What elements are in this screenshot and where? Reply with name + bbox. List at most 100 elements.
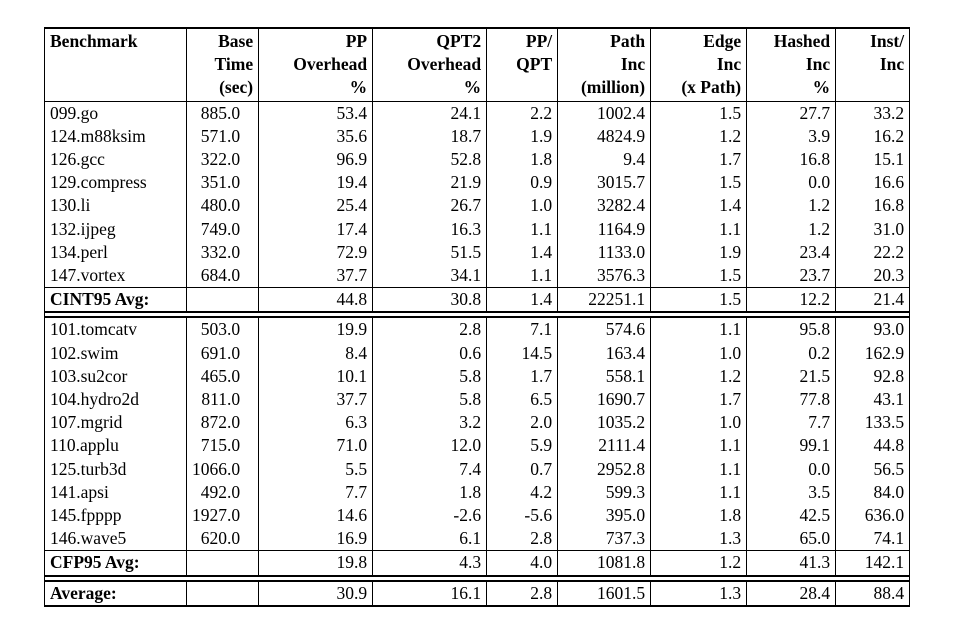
cell-hashed-inc: 12.2 [746, 287, 837, 314]
cell-base-time: 571.0 [185, 124, 260, 149]
header-line: (sec) [219, 77, 254, 98]
header-line: Inst/ [870, 31, 905, 51]
cell-pp-qpt-ratio: 1.8 [486, 148, 559, 172]
header-line: PP/ [525, 31, 553, 51]
cell-pp-qpt-ratio: 0.9 [486, 171, 559, 195]
cell-qpt2-overhead: 24.1 [372, 101, 488, 125]
section-gap [43, 312, 911, 318]
header-line [50, 53, 181, 76]
cell-pp-qpt-ratio: 1.1 [486, 264, 559, 288]
column-header-benchmark: Benchmark [44, 26, 187, 102]
cell-hashed-inc: 0.2 [746, 341, 837, 365]
table-row: 125.turb3d 1066.0 5.5 7.4 0.7 2952.8 1.1 0.0 56.… [44, 457, 911, 481]
cell-edge-inc: 1.3 [650, 527, 748, 551]
cell-pp-qpt-ratio: 6.5 [486, 388, 559, 412]
cell-inst-inc: 44.8 [835, 434, 911, 458]
cell-benchmark: 103.su2cor [44, 364, 187, 389]
header-line: (x Path) [681, 77, 742, 98]
cell-path-inc: 558.1 [557, 364, 652, 389]
cell-hashed-inc: 95.8 [746, 316, 837, 342]
cell-qpt2-overhead: 5.8 [372, 364, 488, 389]
cell-hashed-inc: 0.0 [746, 171, 837, 195]
cell-base-time: 480.0 [185, 194, 260, 218]
benchmark-results-table: Benchmark Base Time (sec) PP Overhead% QPT2 Ov… [43, 26, 911, 607]
cell-pp-overhead: 19.4 [258, 171, 374, 195]
cell-edge-inc: 1.3 [650, 579, 748, 607]
header-line: PP [345, 31, 368, 51]
cell-path-inc: 3576.3 [557, 264, 652, 288]
cell-qpt2-overhead: 52.8 [372, 148, 488, 172]
cell-pp-qpt-ratio: 14.5 [486, 341, 559, 365]
cell-pp-overhead: 14.6 [258, 504, 374, 528]
cell-edge-inc: 1.2 [650, 550, 748, 577]
cfp95-average-row: CFP95 Avg: 19.8 4.3 4.0 1081.8 1.2 41.3 142.1 [44, 550, 911, 577]
cell-benchmark: 099.go [44, 101, 187, 125]
cell-pp-qpt-ratio: 4.2 [486, 480, 559, 505]
table-row: 124.m88ksim 571.0 35.6 18.7 1.9 4824.9 1.2 3.9 1… [44, 124, 911, 149]
cell-inst-inc: 93.0 [835, 316, 911, 342]
cell-hashed-inc: 65.0 [746, 527, 837, 551]
header-line: % [463, 77, 482, 98]
cell-qpt2-overhead: 0.6 [372, 341, 488, 365]
cell-inst-inc: 636.0 [835, 504, 911, 528]
cell-inst-inc: 56.5 [835, 457, 911, 481]
cell-benchmark: 134.perl [44, 240, 187, 265]
cell-pp-qpt-ratio: 1.4 [486, 240, 559, 265]
cell-pp-overhead: 30.9 [258, 579, 374, 607]
header-line: Benchmark [50, 31, 138, 51]
header-line [841, 76, 904, 99]
cell-pp-overhead: 53.4 [258, 101, 374, 125]
cell-inst-inc: 88.4 [835, 579, 911, 607]
cell-benchmark: 129.compress [44, 171, 187, 195]
cell-path-inc: 3282.4 [557, 194, 652, 218]
header-line: Inc [716, 54, 742, 75]
cell-qpt2-overhead: 1.8 [372, 480, 488, 505]
header-line: Overhead [407, 54, 482, 75]
cell-path-inc: 1690.7 [557, 388, 652, 412]
column-header-pp-qpt-ratio: PP/QPT [486, 26, 559, 102]
cell-pp-overhead: 5.5 [258, 457, 374, 481]
cell-qpt2-overhead: 18.7 [372, 124, 488, 149]
cell-inst-inc: 31.0 [835, 217, 911, 241]
cell-benchmark: 132.ijpeg [44, 217, 187, 241]
cell-edge-inc: 1.9 [650, 240, 748, 265]
cell-edge-inc: 1.2 [650, 124, 748, 149]
cell-edge-inc: 1.1 [650, 480, 748, 505]
table-row: 141.apsi 492.0 7.7 1.8 4.2 599.3 1.1 3.5 84.0 [44, 480, 911, 505]
table-row: 107.mgrid 872.0 6.3 3.2 2.0 1035.2 1.0 7.7 133.5 [44, 411, 911, 435]
cell-pp-overhead: 71.0 [258, 434, 374, 458]
cell-benchmark: 130.li [44, 194, 187, 218]
cell-hashed-inc: 28.4 [746, 579, 837, 607]
section-gap [43, 575, 911, 581]
header-line: Time [214, 54, 254, 75]
cell-qpt2-overhead: 21.9 [372, 171, 488, 195]
header-line [50, 76, 181, 99]
cell-inst-inc: 92.8 [835, 364, 911, 389]
header-row: Benchmark Base Time (sec) PP Overhead% QPT2 Ov… [44, 26, 911, 102]
cell-pp-qpt-ratio: 2.8 [486, 579, 559, 607]
cell-pp-qpt-ratio: 5.9 [486, 434, 559, 458]
cell-pp-overhead: 19.8 [258, 550, 374, 577]
cell-inst-inc: 15.1 [835, 148, 911, 172]
cell-hashed-inc: 41.3 [746, 550, 837, 577]
table-row: 104.hydro2d 811.0 37.7 5.8 6.5 1690.7 1.7 77.8 4… [44, 388, 911, 412]
cell-pp-qpt-ratio: 1.4 [486, 287, 559, 314]
cell-qpt2-overhead: 2.8 [372, 316, 488, 342]
cell-hashed-inc: 21.5 [746, 364, 837, 389]
cell-base-time [185, 579, 260, 607]
cell-base-time: 684.0 [185, 264, 260, 288]
table-row: 132.ijpeg 749.0 17.4 16.3 1.1 1164.9 1.1 1.2 31.… [44, 217, 911, 241]
cell-hashed-inc: 42.5 [746, 504, 837, 528]
cell-pp-overhead: 96.9 [258, 148, 374, 172]
cell-qpt2-overhead: 16.3 [372, 217, 488, 241]
cell-path-inc: 395.0 [557, 504, 652, 528]
cell-pp-qpt-ratio: 2.8 [486, 527, 559, 551]
cell-hashed-inc: 16.8 [746, 148, 837, 172]
cell-hashed-inc: 0.0 [746, 457, 837, 481]
table-row: 134.perl 332.0 72.9 51.5 1.4 1133.0 1.9 23.4 22.… [44, 240, 911, 265]
table-row: 146.wave5 620.0 16.9 6.1 2.8 737.3 1.3 65.0 74.1 [44, 527, 911, 551]
table-row: 145.fpppp 1927.0 14.6 -2.6 -5.6 395.0 1.8 42.5 6… [44, 504, 911, 528]
header-line: % [812, 77, 831, 98]
table-row: 129.compress 351.0 19.4 21.9 0.9 3015.7 1.5 0.0… [44, 171, 911, 195]
cell-qpt2-overhead: 7.4 [372, 457, 488, 481]
